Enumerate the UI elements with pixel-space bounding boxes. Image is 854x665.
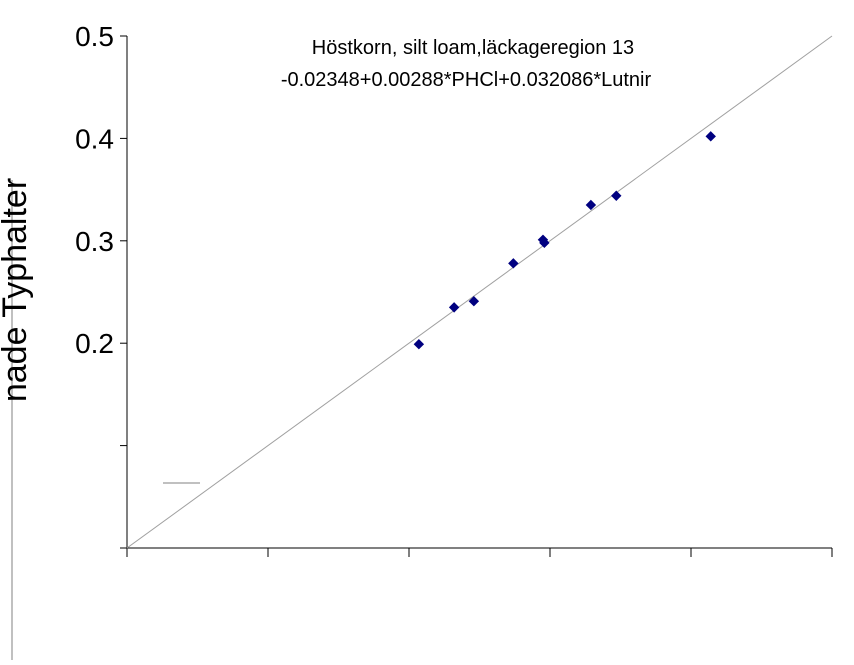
data-point: [585, 199, 597, 211]
y-tick-label: 0.2: [75, 328, 114, 359]
y-tick-label: 0.5: [75, 21, 114, 52]
y-ticks: 0.5 0.4 0.3 0.2: [75, 21, 127, 549]
y-axis-label: nade Typhalter: [0, 178, 34, 402]
data-point: [413, 339, 425, 350]
data-point: [468, 296, 480, 307]
x-ticks: [126, 548, 833, 557]
data-point: [539, 237, 550, 249]
data-point: [705, 131, 716, 142]
data-points: [413, 131, 716, 350]
y-tick-label: 0.4: [75, 123, 114, 154]
title-line-2: -0.02348+0.00288*PHCl+0.032086*Lutnir: [281, 69, 652, 91]
data-point: [611, 190, 622, 201]
title-line-1: Höstkorn, silt loam,läckageregion 13: [312, 37, 634, 59]
data-point: [508, 258, 519, 269]
reference-line: [126, 35, 833, 549]
data-point: [448, 302, 460, 313]
reference-line-group: [126, 35, 833, 549]
y-tick-label: 0.3: [75, 226, 114, 257]
